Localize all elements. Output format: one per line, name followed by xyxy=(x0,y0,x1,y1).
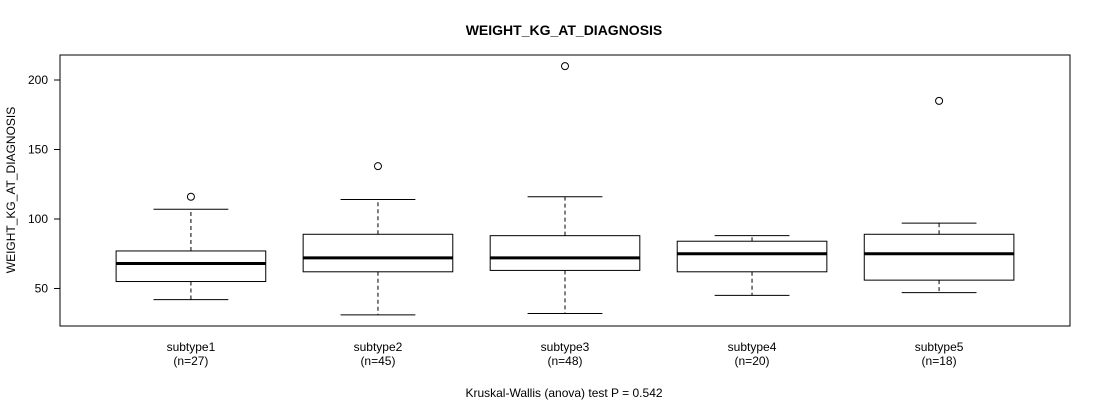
box-subtype5 xyxy=(863,96,1015,294)
y-tick-label: 150 xyxy=(28,143,48,157)
iqr-box xyxy=(863,233,1015,281)
y-tick-label: 200 xyxy=(28,73,48,87)
x-axis-label: Kruskal-Wallis (anova) test P = 0.542 xyxy=(465,386,662,400)
iqr-box xyxy=(115,250,267,283)
box-subtype2 xyxy=(302,162,454,316)
box-subtype3 xyxy=(489,62,641,314)
x-labels: subtype1(n=27) subtype2(n=45) subtype3(n=4… xyxy=(167,340,964,368)
category-label: subtype3 xyxy=(541,340,590,354)
category-label: subtype1 xyxy=(167,340,216,354)
iqr-box xyxy=(489,235,641,271)
box-subtype4 xyxy=(676,235,828,296)
category-count: (n=27) xyxy=(173,354,208,368)
y-axis-label: WEIGHT_KG_AT_DIAGNOSIS xyxy=(4,107,18,273)
y-tick-label: 50 xyxy=(35,281,49,295)
iqr-box xyxy=(676,240,828,273)
category-count: (n=20) xyxy=(735,354,770,368)
category-count: (n=48) xyxy=(547,354,582,368)
y-tick-label: 100 xyxy=(28,212,48,226)
outlier-point xyxy=(373,162,382,171)
boxes xyxy=(115,62,1015,316)
iqr-box xyxy=(302,233,454,273)
category-label: subtype2 xyxy=(354,340,403,354)
outlier-point xyxy=(561,62,569,71)
y-axis: 50 100 150 200 xyxy=(28,73,61,295)
chart-title: WEIGHT_KG_AT_DIAGNOSIS xyxy=(466,22,663,38)
category-count: (n=45) xyxy=(360,354,395,368)
category-label: subtype4 xyxy=(728,340,777,354)
box-subtype1 xyxy=(115,192,267,301)
category-count: (n=18) xyxy=(922,354,957,368)
outlier-point xyxy=(186,192,195,201)
outlier-point xyxy=(935,96,944,105)
category-label: subtype5 xyxy=(915,340,964,354)
